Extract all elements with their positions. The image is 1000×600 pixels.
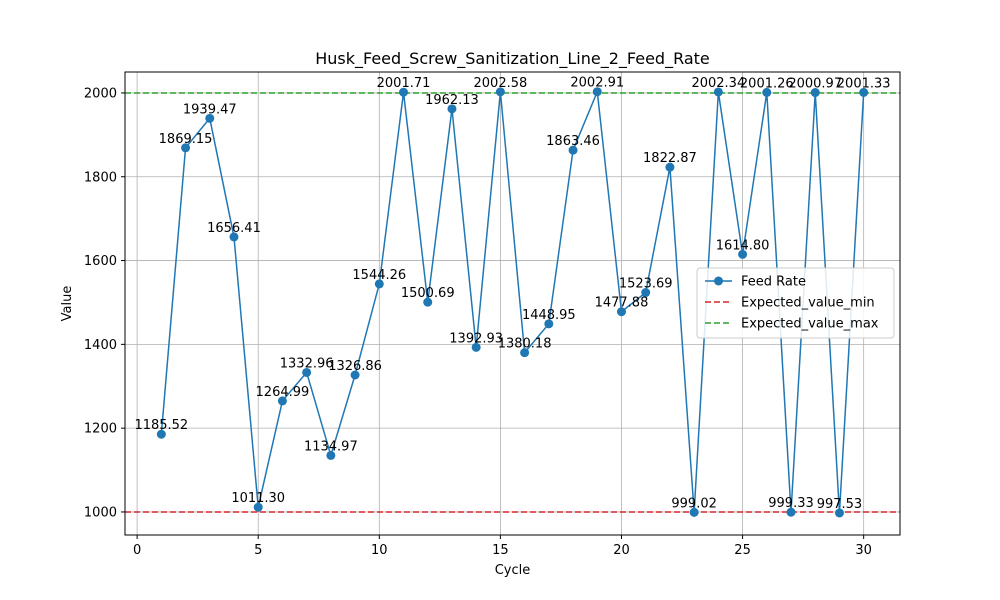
data-label: 1614.80 [716,238,770,253]
data-label: 1380.18 [498,337,552,352]
data-label: 2002.34 [691,76,745,91]
data-point [326,450,336,460]
x-tick-label: 0 [133,543,141,558]
data-label: 1134.97 [304,439,358,454]
data-point [156,429,166,439]
data-point [423,297,433,307]
y-tick-label: 1400 [84,338,117,353]
data-point [447,104,457,114]
data-label: 1544.26 [352,268,406,283]
reference-lines [125,92,900,513]
y-tick-label: 1200 [84,422,117,437]
plot-frame [124,71,901,536]
x-tick-label: 25 [734,543,751,558]
data-point [399,87,409,97]
data-label: 2000.97 [788,77,842,92]
series-feed-rate [156,87,869,518]
data-point [859,87,869,97]
data-point [181,143,191,153]
data-label: 1264.99 [256,385,310,400]
data-point [302,367,312,377]
data-point [786,507,796,517]
data-point [665,162,675,172]
y-tick-label: 2000 [84,86,117,101]
series-line [160,91,865,514]
data-point [689,507,699,517]
data-label: 997.53 [817,497,863,512]
data-label: 1939.47 [183,102,237,117]
y-tick-label: 1800 [84,170,117,185]
data-point [520,348,530,358]
x-tick-label: 20 [613,543,630,558]
data-point [834,508,844,518]
legend-marker [714,276,723,286]
data-label: 2002.58 [474,76,528,91]
data-label: 1392.93 [449,331,503,346]
y-axis-title: Value [60,286,75,322]
data-point [544,319,554,329]
y-tick-label: 1000 [84,505,117,520]
x-axis-title: Cycle [495,563,531,578]
data-label: 2001.71 [377,76,431,91]
data-label: 2002.91 [570,76,624,91]
data-point [810,88,820,98]
data-point [568,145,578,155]
data-label: 1656.41 [207,221,261,236]
data-label: 1500.69 [401,286,455,301]
data-point [641,288,651,298]
data-point [350,370,360,380]
legend-label: Feed Rate [741,275,806,290]
data-labels: 1185.52 1869.15 1939.47 1656.41 1011.30 1264.… [134,76,890,512]
x-axis-ticks: 0 5 10 15 20 25 30 [133,535,872,558]
data-label: 1326.86 [328,359,382,374]
data-point [471,342,481,352]
data-label: 1523.69 [619,277,673,292]
data-point [495,87,505,97]
data-label: 1869.15 [159,132,213,147]
legend: Feed Rate Expected_value_min Expected_valu… [696,267,895,339]
data-label: 999.02 [671,496,717,511]
data-label: 1448.95 [522,308,576,323]
data-point [592,87,602,97]
x-tick-label: 15 [492,543,509,558]
data-label: 2001.26 [740,76,794,91]
data-label: 1011.30 [231,491,285,506]
data-point [229,232,239,242]
legend-box [696,267,895,339]
data-point [713,87,723,97]
data-label: 2001.33 [837,76,891,91]
x-tick-label: 5 [254,543,262,558]
data-label: 1477.88 [595,296,649,311]
data-label: 999.33 [768,496,814,511]
legend-label: Expected_value_min [741,296,875,311]
data-label: 1962.13 [425,93,479,108]
data-point [616,307,626,317]
data-point [738,249,748,259]
data-point [253,502,263,512]
data-point [374,279,384,289]
data-point [277,396,287,406]
data-label: 1185.52 [134,418,188,433]
data-point [762,87,772,97]
x-tick-label: 10 [371,543,388,558]
x-tick-label: 30 [855,543,872,558]
data-label: 1822.87 [643,151,697,166]
y-tick-label: 1600 [84,254,117,269]
y-axis-ticks: 1000 1200 1400 1600 1800 2000 [84,86,125,520]
data-label: 1332.96 [280,356,334,371]
chart-title: Husk_Feed_Screw_Sanitization_Line_2_Feed… [315,49,710,69]
data-point [205,113,215,123]
legend-label: Expected_value_max [741,317,879,332]
data-label: 1863.46 [546,134,600,149]
